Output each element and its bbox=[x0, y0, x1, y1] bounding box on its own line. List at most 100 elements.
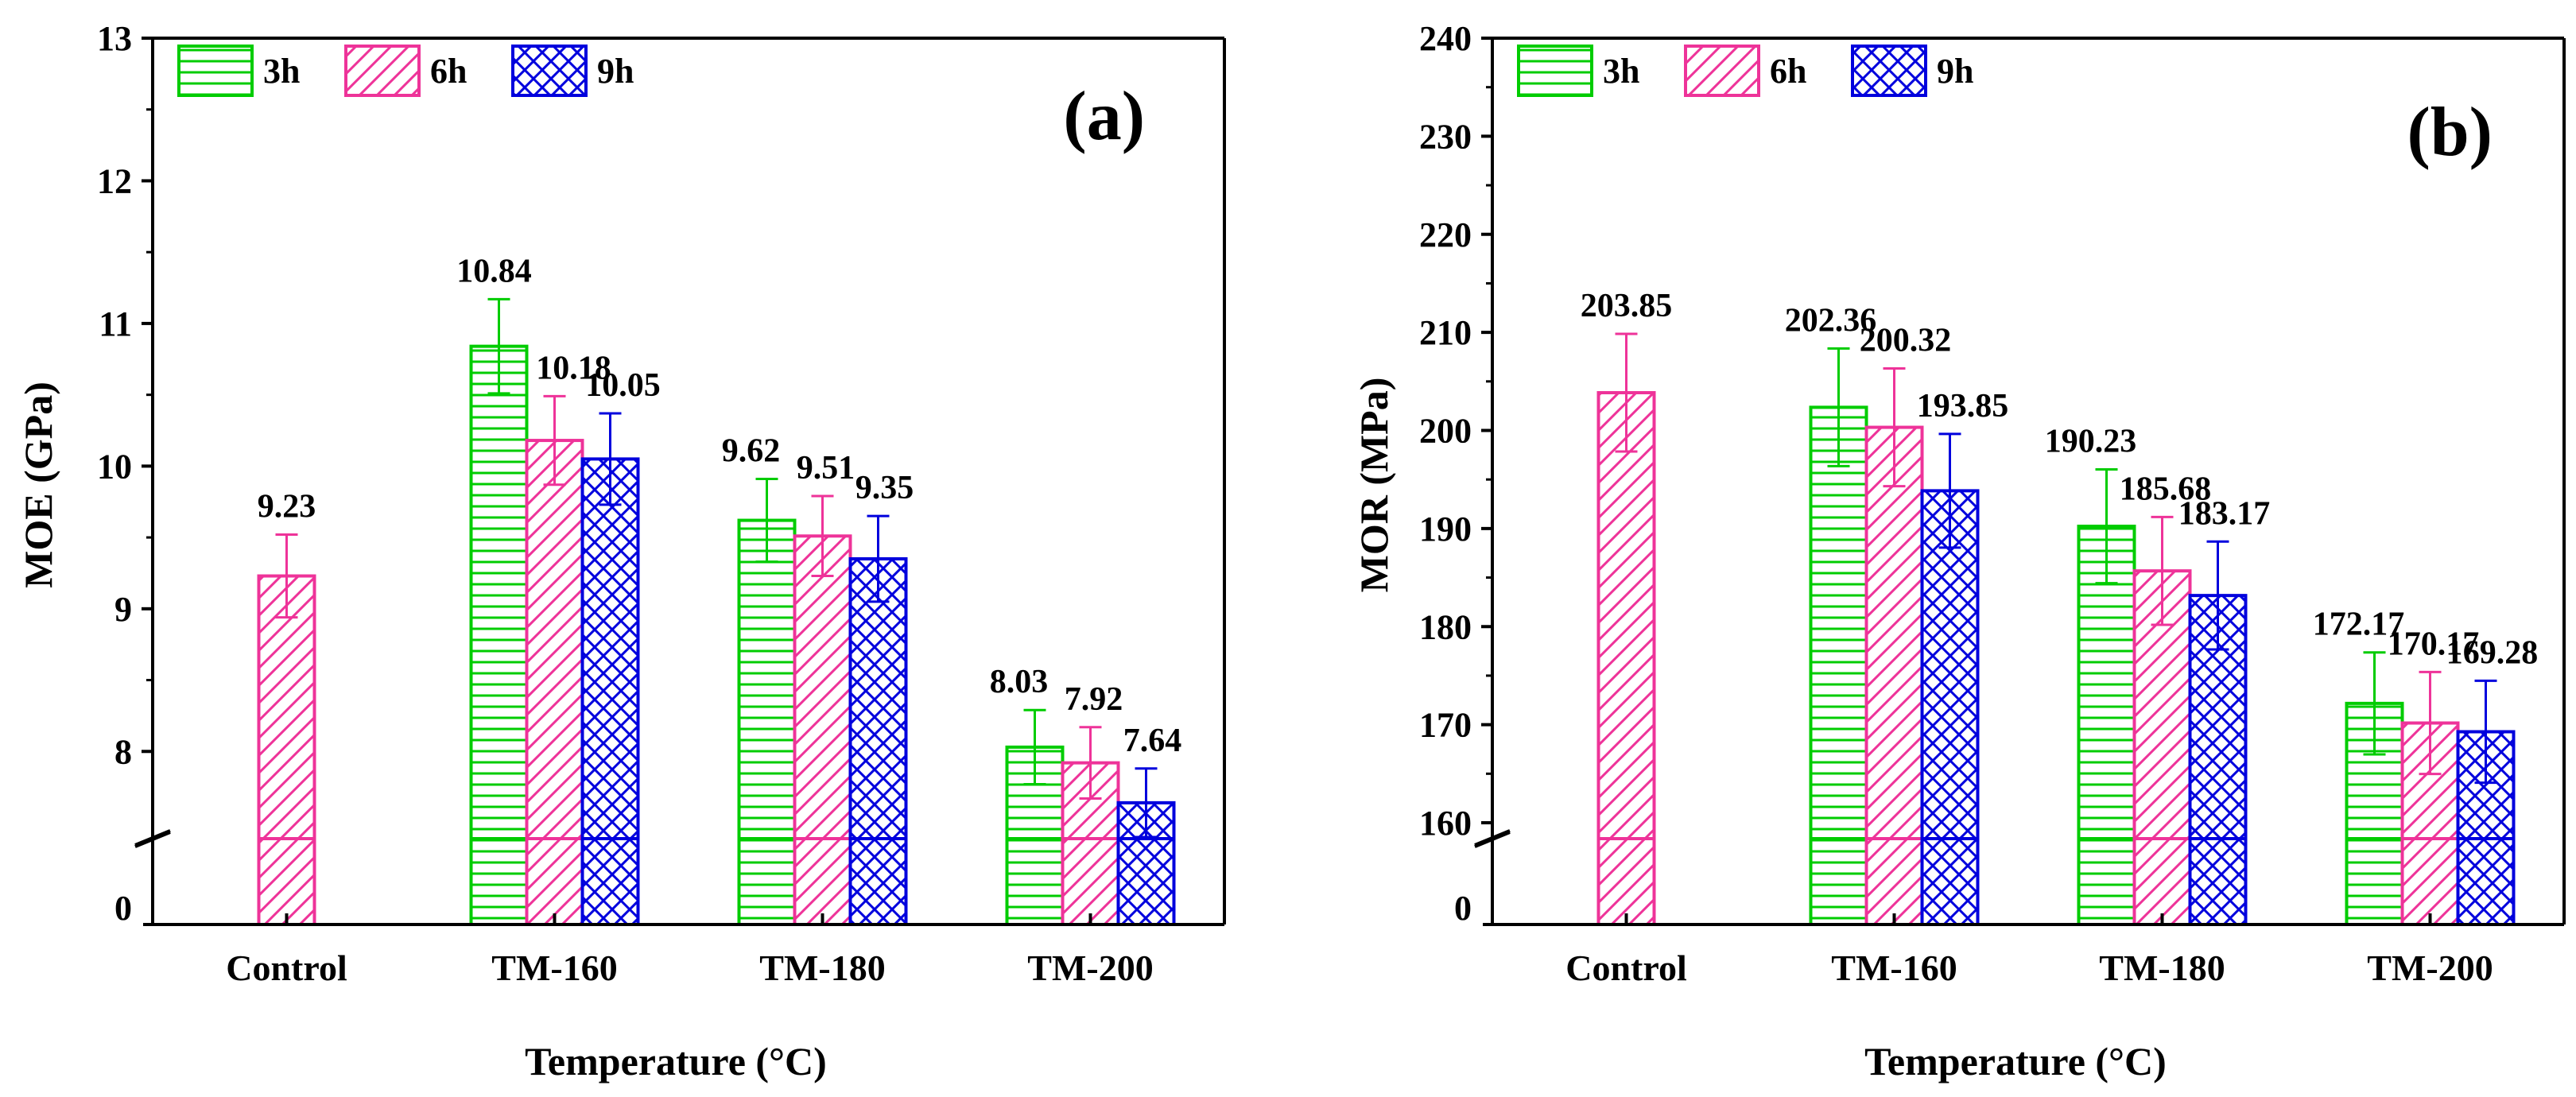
error-bar-6h-TM-180 bbox=[2151, 515, 2174, 626]
error-bar-6h-TM-160 bbox=[1883, 367, 1906, 488]
bar-6h-Control bbox=[1596, 391, 1656, 840]
y-tick-label: 0 bbox=[114, 889, 132, 928]
error-bar-3h-TM-180 bbox=[2095, 467, 2118, 585]
value-label-9h-TM-160: 10.05 bbox=[585, 367, 661, 404]
x-tick-label: TM-160 bbox=[1831, 948, 1957, 988]
legend-label: 6h bbox=[1770, 52, 1806, 91]
value-label-9h-TM-200: 7.64 bbox=[1123, 723, 1182, 759]
value-label-3h-TM-180: 9.62 bbox=[722, 433, 781, 470]
error-bar-3h-TM-180 bbox=[755, 478, 778, 564]
value-label-9h-TM-180: 9.35 bbox=[855, 470, 914, 506]
y-tick-label: 210 bbox=[1419, 313, 1472, 352]
x-axis-label: Temperature (°C) bbox=[525, 1039, 827, 1083]
y-tick-label: 10 bbox=[97, 447, 132, 486]
legend-swatch bbox=[344, 45, 421, 97]
error-bars-layer bbox=[1615, 332, 2497, 785]
error-bar-6h-TM-180 bbox=[811, 494, 834, 578]
error-bars-layer bbox=[275, 297, 1158, 839]
value-label-9h-TM-200: 169.28 bbox=[2446, 634, 2539, 671]
y-axis-label: MOR (MPa) bbox=[1352, 378, 1396, 593]
bar-base-3h-TM-160 bbox=[469, 837, 529, 926]
y-tick-label: 9 bbox=[114, 590, 132, 629]
bar-base-6h-Control bbox=[1596, 837, 1656, 926]
axes-layer: 0 8 9 10 11 12 13 Control TM-160 TM-180 TM-200 bbox=[97, 19, 1226, 988]
error-bar-9h-TM-160 bbox=[599, 412, 622, 506]
legend-swatch bbox=[177, 45, 254, 97]
x-tick-label: Control bbox=[1565, 948, 1687, 988]
value-label-3h-TM-160: 202.36 bbox=[1785, 302, 1877, 339]
value-label-6h-Control: 203.85 bbox=[1581, 288, 1673, 324]
error-bar-9h-TM-200 bbox=[1135, 767, 1158, 839]
bar-6h-TM-160 bbox=[525, 439, 584, 840]
value-label-3h-TM-160: 10.84 bbox=[456, 253, 532, 289]
error-bar-9h-TM-180 bbox=[2206, 540, 2229, 651]
y-tick-label: 220 bbox=[1419, 215, 1472, 254]
bar-3h-TM-180 bbox=[737, 518, 797, 840]
bar-base-6h-TM-180 bbox=[2132, 837, 2192, 926]
bar-base-3h-TM-180 bbox=[2077, 837, 2136, 926]
y-tick-label: 230 bbox=[1419, 117, 1472, 156]
bar-6h-TM-200 bbox=[1061, 761, 1120, 840]
bar-base-9h-TM-200 bbox=[1116, 837, 1176, 926]
error-bar-9h-TM-200 bbox=[2474, 679, 2497, 785]
panel-label: (a) bbox=[1063, 78, 1145, 155]
panel-a: MOE (GPa) Temperature (°C) (a) 9.23 10.84… bbox=[16, 19, 1226, 1083]
error-bar-9h-TM-160 bbox=[1938, 432, 1961, 549]
value-label-6h-TM-200: 170.17 bbox=[2388, 626, 2480, 662]
bar-base-6h-TM-200 bbox=[2400, 837, 2460, 926]
legend-label: 3h bbox=[1603, 52, 1639, 91]
y-axis-label: MOE (GPa) bbox=[16, 382, 60, 588]
legend-item-9h: 9h bbox=[1851, 45, 1973, 97]
value-label-6h-TM-160: 200.32 bbox=[1860, 323, 1952, 359]
x-tick-label: TM-200 bbox=[1027, 948, 1153, 988]
value-label-3h-TM-200: 8.03 bbox=[990, 664, 1049, 700]
legend-label: 9h bbox=[1937, 52, 1973, 91]
panel-label: (b) bbox=[2407, 94, 2493, 171]
legend-item-6h: 6h bbox=[344, 45, 467, 97]
value-label-6h-TM-160: 10.18 bbox=[536, 350, 611, 386]
axes-layer: 0 160 170 180 190 200 210 220 230 240 Control TM-16… bbox=[1419, 19, 2566, 988]
bar-base-6h-TM-180 bbox=[793, 837, 852, 926]
panel-b: MOR (MPa) Temperature (°C) (b) 203.85 202… bbox=[1352, 19, 2566, 1083]
error-bar-6h-TM-200 bbox=[1079, 726, 1102, 800]
y-tick-label: 180 bbox=[1419, 607, 1472, 646]
bar-6h-TM-180 bbox=[793, 534, 852, 841]
bar-base-9h-TM-160 bbox=[580, 837, 640, 926]
error-bar-6h-Control bbox=[275, 533, 298, 619]
bar-base-9h-TM-160 bbox=[1920, 837, 1980, 926]
bar-3h-TM-160 bbox=[1809, 405, 1868, 840]
value-label-6h-TM-180: 185.68 bbox=[2120, 471, 2212, 507]
y-tick-label: 160 bbox=[1419, 804, 1472, 843]
error-bar-3h-TM-200 bbox=[1023, 708, 1046, 786]
bar-6h-TM-160 bbox=[1864, 425, 1924, 840]
x-tick-label: TM-180 bbox=[759, 948, 885, 988]
legend-swatch bbox=[1517, 45, 1593, 97]
legend-label: 6h bbox=[430, 52, 467, 91]
legend: 3h 6h 9h bbox=[1517, 45, 1973, 97]
bar-base-6h-TM-200 bbox=[1061, 837, 1120, 926]
error-bar-6h-TM-160 bbox=[543, 394, 566, 486]
value-label-6h-TM-180: 9.51 bbox=[797, 450, 855, 486]
bars-layer bbox=[257, 344, 1176, 926]
legend-label: 3h bbox=[263, 52, 300, 91]
error-bar-3h-TM-160 bbox=[487, 297, 510, 395]
value-label-6h-Control: 9.23 bbox=[258, 489, 316, 525]
bar-base-9h-TM-200 bbox=[2456, 837, 2516, 926]
bars-layer bbox=[1596, 391, 2516, 926]
error-bar-6h-TM-200 bbox=[2419, 670, 2442, 776]
legend: 3h 6h 9h bbox=[177, 45, 634, 97]
error-bar-3h-TM-200 bbox=[2363, 651, 2386, 756]
value-label-3h-TM-200: 172.17 bbox=[2313, 607, 2405, 643]
legend-label: 9h bbox=[597, 52, 634, 91]
axis-break-mark bbox=[1474, 829, 1511, 848]
bar-base-6h-Control bbox=[257, 837, 316, 926]
y-tick-label: 240 bbox=[1419, 19, 1472, 58]
bar-base-3h-TM-160 bbox=[1809, 837, 1868, 926]
bar-3h-TM-160 bbox=[469, 344, 529, 840]
legend-item-6h: 6h bbox=[1684, 45, 1806, 97]
bar-base-3h-TM-200 bbox=[2345, 837, 2404, 926]
y-tick-label: 12 bbox=[97, 161, 132, 200]
